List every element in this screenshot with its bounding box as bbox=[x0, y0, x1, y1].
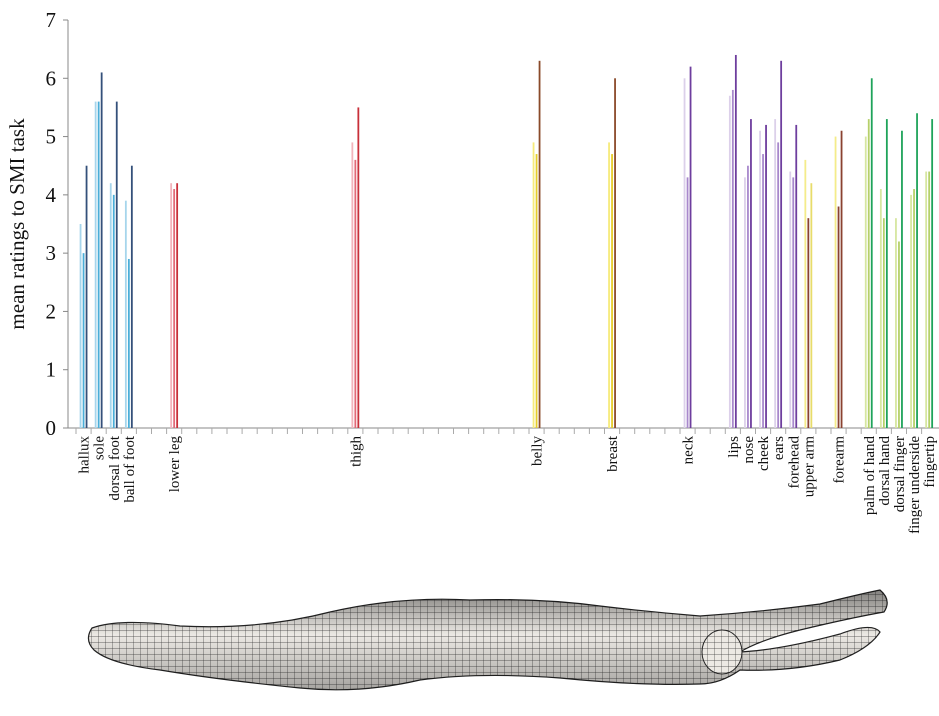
bar bbox=[82, 253, 85, 428]
bar bbox=[85, 165, 88, 428]
bar bbox=[130, 165, 133, 428]
bar bbox=[614, 78, 616, 429]
x-tick-label: dorsal hand bbox=[877, 436, 893, 506]
x-tick-label: lips bbox=[726, 436, 742, 458]
x-tick-label: lower leg bbox=[167, 436, 183, 493]
x-tick-label: finger underside bbox=[907, 436, 923, 534]
bar bbox=[807, 218, 810, 428]
bar bbox=[79, 224, 82, 428]
bar bbox=[765, 124, 767, 429]
bar bbox=[777, 142, 780, 428]
bar bbox=[898, 241, 900, 428]
bar bbox=[804, 159, 807, 428]
bar bbox=[885, 119, 888, 428]
bar bbox=[535, 154, 538, 429]
y-tick-label: 5 bbox=[46, 125, 57, 149]
bar bbox=[810, 183, 813, 428]
x-tick-label: cheek bbox=[756, 436, 772, 471]
x-tick-label: dorsal finger bbox=[892, 436, 908, 512]
x-tick-label: thigh bbox=[348, 436, 364, 467]
bar bbox=[731, 89, 734, 428]
bar bbox=[124, 200, 127, 428]
bar bbox=[728, 95, 731, 429]
bar bbox=[357, 107, 360, 428]
bar bbox=[795, 124, 798, 429]
bar bbox=[747, 165, 749, 428]
bar bbox=[744, 177, 746, 428]
bar bbox=[532, 142, 535, 428]
bar bbox=[910, 194, 912, 428]
bar bbox=[901, 130, 903, 428]
bar bbox=[100, 72, 103, 428]
y-axis-label: mean ratings to SMI task bbox=[5, 118, 29, 330]
bar bbox=[931, 119, 934, 428]
bar bbox=[762, 154, 764, 429]
bar bbox=[611, 154, 613, 429]
bar bbox=[928, 171, 931, 429]
bar bbox=[864, 136, 867, 429]
x-tick-label: ball of foot bbox=[122, 435, 138, 502]
bar bbox=[683, 78, 686, 429]
x-tick-label: breast bbox=[605, 435, 621, 472]
bar bbox=[173, 189, 176, 428]
bar bbox=[750, 119, 752, 428]
bar bbox=[94, 101, 97, 428]
x-tick-label: forehead bbox=[786, 436, 802, 489]
bar bbox=[792, 177, 795, 428]
y-tick-label: 6 bbox=[46, 66, 57, 90]
bar bbox=[170, 183, 173, 428]
x-tick-label: sole bbox=[92, 436, 108, 461]
x-tick-label: hallux bbox=[77, 436, 93, 474]
y-tick-label: 7 bbox=[46, 8, 57, 32]
bar bbox=[870, 78, 873, 429]
x-tick-label: palm of hand bbox=[862, 436, 878, 516]
bar bbox=[176, 183, 179, 428]
bar bbox=[115, 101, 118, 428]
bar bbox=[97, 101, 100, 428]
bar bbox=[840, 130, 843, 428]
x-tick-label: forearm bbox=[832, 436, 848, 484]
bar bbox=[879, 189, 882, 428]
bar bbox=[112, 194, 115, 428]
bar bbox=[882, 218, 885, 428]
x-tick-label: fingertip bbox=[922, 436, 938, 488]
bar bbox=[538, 60, 541, 429]
x-tick-label: belly bbox=[530, 436, 546, 466]
bar bbox=[925, 171, 928, 429]
bar bbox=[913, 189, 915, 428]
bar bbox=[608, 142, 610, 428]
bar bbox=[734, 54, 737, 428]
y-tick-label: 1 bbox=[46, 358, 57, 382]
bar bbox=[686, 177, 689, 428]
bar bbox=[867, 119, 870, 428]
bar bbox=[780, 60, 783, 429]
bar bbox=[895, 218, 897, 428]
bar bbox=[351, 142, 354, 428]
bar bbox=[689, 66, 692, 428]
bar bbox=[109, 183, 112, 428]
bar bbox=[834, 136, 837, 429]
x-tick-label: ears bbox=[771, 436, 787, 460]
bar bbox=[837, 206, 840, 428]
y-tick-label: 2 bbox=[46, 299, 57, 323]
x-tick-label: neck bbox=[681, 436, 697, 465]
y-tick-label: 4 bbox=[46, 183, 57, 207]
y-tick-label: 3 bbox=[46, 241, 57, 265]
x-tick-label: nose bbox=[741, 436, 757, 464]
bar bbox=[354, 159, 357, 428]
bar bbox=[127, 258, 130, 428]
x-tick-label: dorsal foot bbox=[107, 435, 123, 500]
y-tick-label: 0 bbox=[46, 416, 57, 440]
bar bbox=[759, 130, 761, 428]
x-tick-label: upper arm bbox=[801, 436, 817, 498]
bar bbox=[789, 171, 792, 429]
bar bbox=[916, 113, 918, 428]
body-mesh bbox=[87, 589, 888, 691]
bar bbox=[774, 119, 777, 428]
